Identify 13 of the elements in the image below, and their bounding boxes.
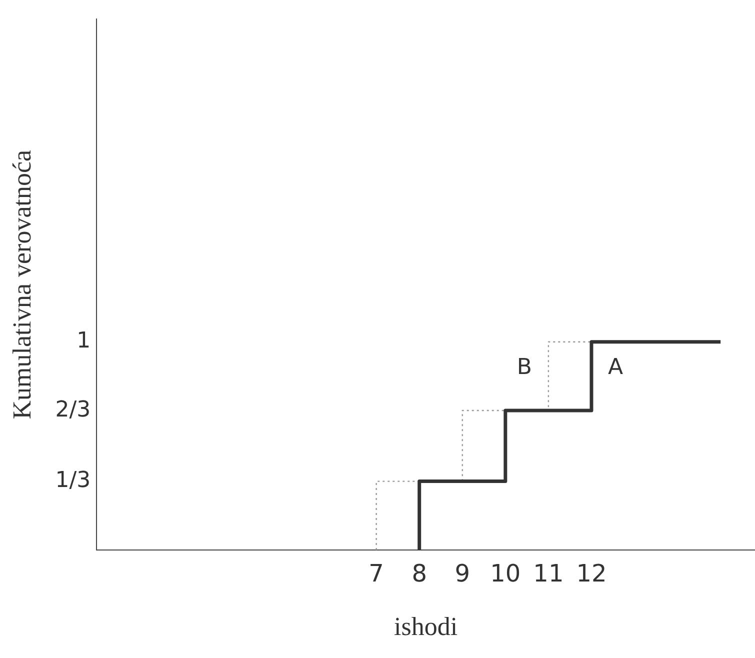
x-tick-label: 11 xyxy=(533,560,564,588)
x-axis-title: ishodi xyxy=(394,612,458,642)
x-tick-label: 8 xyxy=(412,560,427,588)
x-tick-label: 9 xyxy=(454,560,470,588)
y-tick-label: 2/3 xyxy=(55,397,91,422)
y-axis-title: Kumulativna verovatnoća xyxy=(7,149,36,420)
series-label: A xyxy=(608,354,624,380)
series-label: B xyxy=(516,354,532,380)
y-tick-label: 1/3 xyxy=(55,468,91,494)
x-tick-label: 7 xyxy=(368,560,384,588)
x-tick-label: 10 xyxy=(490,560,521,588)
y-tick-label: 1 xyxy=(76,328,91,354)
x-tick-label: 12 xyxy=(576,560,607,588)
